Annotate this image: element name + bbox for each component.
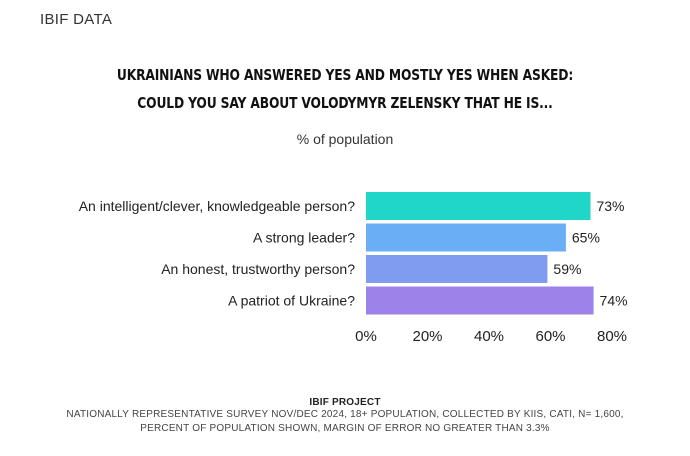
category-label-2: A strong leader? xyxy=(253,230,355,246)
brand-label: IBIF DATA xyxy=(40,11,113,28)
footer-heading: IBIF PROJECT xyxy=(309,397,381,408)
bar-3 xyxy=(366,255,548,283)
value-label-1: 73% xyxy=(596,198,624,214)
bar-4 xyxy=(366,286,594,315)
category-label-4: A patriot of Ukraine? xyxy=(228,293,355,309)
x-tick-label-3: 40% xyxy=(474,328,504,345)
category-label-1: An intelligent/clever, knowledgeable per… xyxy=(79,198,356,214)
value-label-2: 65% xyxy=(572,230,600,246)
bar-chart: An intelligent/clever, knowledgeable per… xyxy=(79,192,628,345)
x-tick-label-5: 80% xyxy=(597,328,627,345)
chart-title-line-2: COULD YOU SAY ABOUT VOLODYMYR ZELENSKY T… xyxy=(137,94,553,112)
x-tick-label-1: 0% xyxy=(355,328,377,345)
category-label-3: An honest, trustworthy person? xyxy=(161,261,355,277)
value-label-4: 74% xyxy=(600,293,628,309)
x-tick-label-4: 60% xyxy=(535,328,565,345)
bar-1 xyxy=(366,192,591,220)
value-label-3: 59% xyxy=(553,261,581,277)
footer-note-line-2: PERCENT OF POPULATION SHOWN, MARGIN OF E… xyxy=(140,423,550,434)
footer-note-line-1: NATIONALLY REPRESENTATIVE SURVEY NOV/DEC… xyxy=(66,409,624,420)
chart-title-line-1: UKRAINIANS WHO ANSWERED YES AND MOSTLY Y… xyxy=(116,66,574,84)
chart-subtitle: % of population xyxy=(296,131,394,147)
x-tick-label-2: 20% xyxy=(412,328,442,345)
bar-2 xyxy=(366,223,566,252)
